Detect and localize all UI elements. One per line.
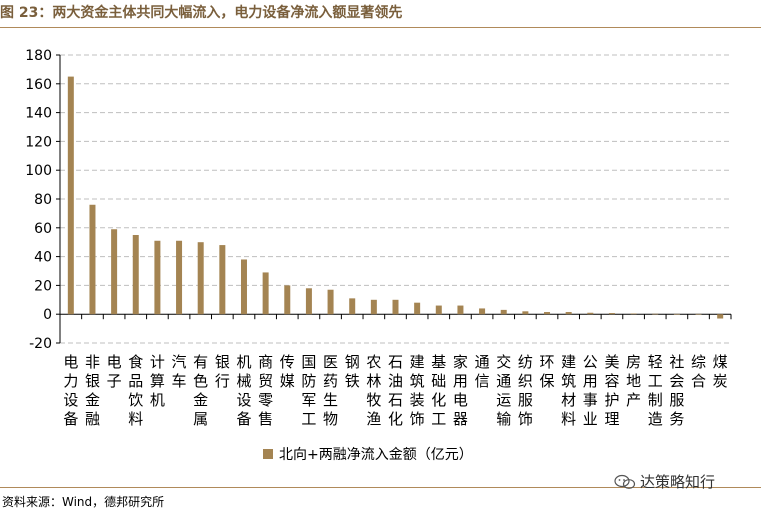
y-tick-label: 60 [34, 221, 52, 237]
bar [197, 242, 204, 315]
bar [587, 312, 594, 315]
x-tick-labels: 电力设备非银金融电子食品饮料计算机汽车有色金属银行机械设备商贸零售传媒国防军工医… [63, 353, 727, 428]
x-tick-label: 社会服务 [669, 353, 684, 428]
x-tick-label: 石油石化 [388, 353, 403, 428]
bar [544, 312, 551, 315]
bar [89, 204, 96, 315]
x-tick-label: 家用电器 [453, 353, 468, 428]
x-tick-label: 轻工制造 [648, 353, 663, 428]
x-tick-label: 公用事业 [583, 353, 598, 428]
x-tick-label: 综合 [691, 353, 706, 390]
bar [370, 299, 377, 315]
bar [132, 235, 139, 315]
bar [219, 245, 226, 315]
y-tick-label: 0 [43, 307, 52, 323]
bar-chart: -20 0 20 40 60 80 100 120 140 160 180 电力设备非银金融电子食品… [25, 48, 732, 463]
bar [435, 305, 442, 315]
y-tick-label: 120 [25, 134, 52, 150]
x-tick-label: 计算机 [150, 353, 165, 409]
x-tick-label: 农林牧渔 [366, 353, 381, 428]
bar [479, 308, 486, 315]
source-note: 资料来源：Wind，德邦研究所 [2, 495, 165, 509]
x-tick-label: 基础化工 [431, 353, 446, 428]
x-tick-label: 商贸零售 [258, 353, 273, 428]
bar [652, 313, 659, 315]
bar [67, 76, 74, 315]
bar [392, 299, 399, 315]
bar [414, 302, 421, 315]
x-tick-label: 医药生物 [323, 353, 338, 428]
x-tick-label: 纺织服饰 [518, 353, 533, 428]
x-tick-label: 传媒 [280, 353, 295, 390]
bar [111, 229, 118, 315]
figure-title: 图 23：两大资金主体共同大幅流入，电力设备净流入额显著领先 [0, 5, 403, 21]
bar [349, 298, 356, 315]
x-tick-label: 美容护理 [604, 353, 619, 428]
y-tick-label: 20 [34, 278, 52, 294]
x-tick-label: 建筑装饰 [410, 353, 425, 428]
bar [284, 285, 291, 315]
bar [457, 305, 464, 315]
bars [67, 76, 724, 319]
bar [500, 309, 507, 315]
x-tick-label: 非银金融 [85, 353, 100, 428]
x-tick-label: 通信 [475, 353, 490, 390]
x-tick-label: 环保 [540, 353, 555, 390]
bar [154, 240, 161, 315]
bar [305, 288, 312, 315]
x-tick-label: 汽车 [172, 353, 187, 390]
x-tick-label: 国防军工 [301, 353, 316, 428]
x-tick-label: 银行 [215, 353, 230, 390]
y-tick-label: 100 [25, 163, 52, 179]
bar [695, 313, 702, 315]
bar [673, 313, 680, 315]
bar [565, 312, 572, 315]
bar [717, 314, 724, 319]
bar [262, 272, 269, 315]
source-divider [0, 487, 761, 488]
legend: 北向+两融净流入金额（亿元） [263, 447, 473, 463]
bar [240, 259, 247, 315]
y-tick-label: 180 [25, 48, 52, 64]
x-tick-label: 建筑材料 [561, 353, 576, 428]
title-divider [0, 27, 761, 28]
legend-swatch [263, 449, 273, 459]
y-tick-label: 40 [34, 250, 52, 266]
x-tick-label: 钢铁 [345, 353, 360, 390]
bar [630, 313, 637, 315]
bar [327, 289, 334, 315]
x-tick-label: 机械设备 [236, 353, 251, 428]
watermark-text: 达策略知行 [640, 473, 716, 491]
bar [608, 313, 615, 315]
x-tick-label: 房地产 [626, 353, 641, 409]
legend-label: 北向+两融净流入金额（亿元） [279, 447, 473, 463]
x-tick-label: 煤炭 [713, 353, 728, 390]
x-tick-label: 电力设备 [63, 353, 78, 428]
y-tick-label: 140 [25, 106, 52, 122]
wechat-icon [614, 474, 636, 489]
y-tick-label: 80 [34, 192, 52, 208]
y-tick-label: 160 [25, 77, 52, 93]
x-tick-label: 有色金属 [193, 353, 208, 428]
axes: -20 0 20 40 60 80 100 120 140 160 180 [25, 48, 732, 352]
x-tick-label: 食品饮料 [128, 353, 143, 428]
x-tick-label: 交通运输 [496, 353, 511, 428]
bar [176, 240, 183, 315]
y-tick-label: -20 [29, 336, 52, 352]
bar [522, 311, 529, 315]
x-tick-label: 电子 [107, 353, 122, 390]
